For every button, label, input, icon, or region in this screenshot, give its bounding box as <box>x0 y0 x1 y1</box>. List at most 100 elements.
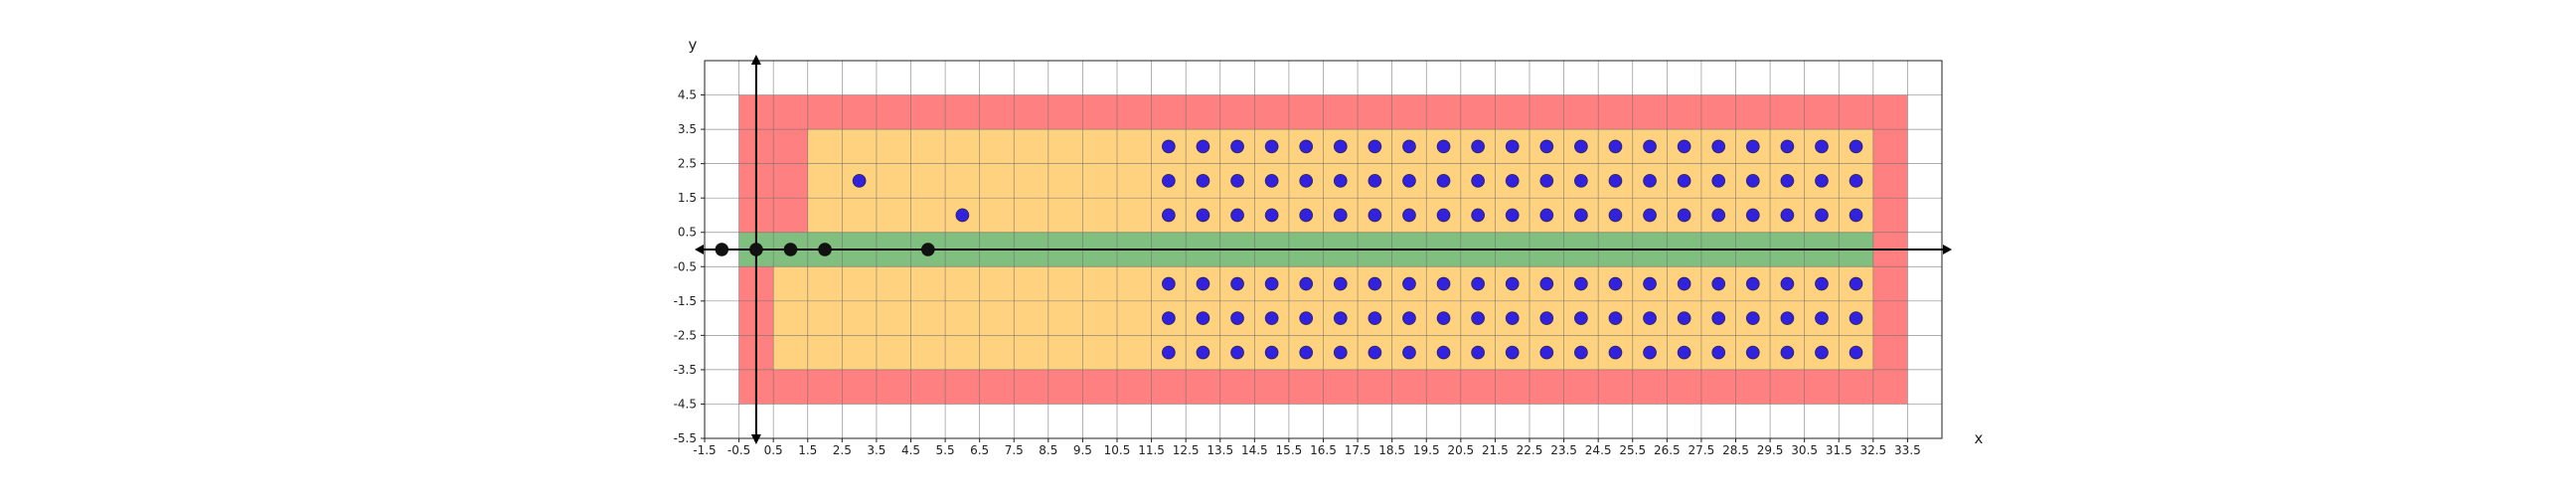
point-blue-grid <box>1745 208 1760 223</box>
point-blue-grid <box>1745 174 1760 188</box>
point-blue-grid <box>1402 311 1416 325</box>
point-blue-grid <box>1299 139 1314 154</box>
point-blue-grid <box>1368 174 1382 188</box>
point-blue-grid <box>1333 139 1348 154</box>
point-blue-grid <box>1643 208 1657 223</box>
point-blue-grid <box>1780 276 1795 291</box>
point-blue-grid <box>1608 208 1623 223</box>
point-blue-grid <box>1849 345 1863 360</box>
point-blue-grid <box>1849 174 1863 188</box>
x-tick-label: 31.5 <box>1826 443 1852 457</box>
point-blue-grid <box>1299 276 1314 291</box>
point-blue-grid <box>1471 139 1486 154</box>
point-blue-grid <box>1780 311 1795 325</box>
point-blue-grid <box>1608 276 1623 291</box>
point-blue-grid <box>1299 174 1314 188</box>
point-blue-grid <box>1368 345 1382 360</box>
y-tick-label: -3.5 <box>674 363 697 377</box>
point-blue-grid <box>1677 276 1691 291</box>
point-blue-grid <box>1745 311 1760 325</box>
y-tick-label: 4.5 <box>678 88 697 102</box>
point-black <box>920 243 935 256</box>
x-tick-label: 1.5 <box>798 443 817 457</box>
point-blue-grid <box>1333 174 1348 188</box>
point-blue-grid <box>1230 311 1244 325</box>
point-black <box>818 243 832 256</box>
point-blue-grid <box>1230 208 1244 223</box>
point-blue-grid <box>1643 345 1657 360</box>
point-blue-grid <box>1161 276 1176 291</box>
point-blue-grid <box>1368 276 1382 291</box>
y-tick-label: -0.5 <box>674 259 697 273</box>
point-blue-grid <box>1643 174 1657 188</box>
point-blue-grid <box>1299 311 1314 325</box>
x-axis-arrow-left <box>695 245 704 254</box>
point-blue-grid <box>1264 208 1279 223</box>
point-blue-grid <box>1196 174 1210 188</box>
x-tick-label: 30.5 <box>1791 443 1818 457</box>
point-blue-grid <box>1402 276 1416 291</box>
x-tick-label: 0.5 <box>764 443 783 457</box>
point-blue-grid <box>1677 311 1691 325</box>
x-tick-label: 15.5 <box>1276 443 1303 457</box>
x-tick-label: 23.5 <box>1550 443 1577 457</box>
point-blue-grid <box>1677 174 1691 188</box>
point-blue-grid <box>1264 139 1279 154</box>
point-blue-grid <box>1436 345 1451 360</box>
point-blue-grid <box>1815 208 1829 223</box>
point-blue-grid <box>1573 345 1588 360</box>
point-blue-grid <box>1849 311 1863 325</box>
x-tick-label: 7.5 <box>1005 443 1024 457</box>
point-blue-grid <box>1333 208 1348 223</box>
x-tick-label: 10.5 <box>1104 443 1131 457</box>
point-blue-grid <box>1573 311 1588 325</box>
x-tick-label: 22.5 <box>1517 443 1543 457</box>
point-blue-grid <box>1849 139 1863 154</box>
x-axis-arrow-right <box>1943 245 1952 254</box>
x-tick-label: 13.5 <box>1207 443 1233 457</box>
y-tick-label: -5.5 <box>674 431 697 445</box>
point-blue-grid <box>1643 139 1657 154</box>
point-blue-grid <box>1161 174 1176 188</box>
x-tick-label: 2.5 <box>833 443 852 457</box>
point-blue-grid <box>1230 139 1244 154</box>
point-blue-grid <box>1299 208 1314 223</box>
point-blue-grid <box>1608 345 1623 360</box>
x-tick-label: 9.5 <box>1073 443 1092 457</box>
points-layer <box>715 139 1863 360</box>
point-blue-grid <box>1849 276 1863 291</box>
point-blue-grid <box>1643 276 1657 291</box>
x-tick-label: 6.5 <box>970 443 989 457</box>
point-blue-grid <box>1264 276 1279 291</box>
point-blue-grid <box>1815 276 1829 291</box>
x-tick-label: 20.5 <box>1447 443 1474 457</box>
point-blue-grid <box>1196 276 1210 291</box>
point-blue-grid <box>1539 345 1554 360</box>
x-tick-label: 32.5 <box>1859 443 1886 457</box>
point-blue-grid <box>1471 276 1486 291</box>
point-blue-grid <box>1196 208 1210 223</box>
point-blue-grid <box>1745 345 1760 360</box>
point-blue-grid <box>1815 139 1829 154</box>
point-blue-grid <box>1711 139 1726 154</box>
x-tick-label: 29.5 <box>1757 443 1784 457</box>
point-blue-grid <box>1299 345 1314 360</box>
point-blue-grid <box>1230 174 1244 188</box>
point-blue-grid <box>1402 345 1416 360</box>
point-blue-grid <box>1161 345 1176 360</box>
point-blue-grid <box>1471 311 1486 325</box>
point-blue-grid <box>1780 139 1795 154</box>
y-axis-title: y <box>689 36 698 54</box>
point-blue-grid <box>1471 208 1486 223</box>
point-blue-grid <box>1368 208 1382 223</box>
x-tick-label: 19.5 <box>1413 443 1440 457</box>
point-blue-grid <box>1471 174 1486 188</box>
y-tick-label: 0.5 <box>678 226 697 240</box>
point-blue-grid <box>1539 174 1554 188</box>
point-blue-grid <box>1436 139 1451 154</box>
x-tick-label: 8.5 <box>1039 443 1057 457</box>
point-blue-grid <box>1436 276 1451 291</box>
x-tick-label: 4.5 <box>901 443 920 457</box>
x-tick-label: 18.5 <box>1378 443 1405 457</box>
x-tick-label: 25.5 <box>1619 443 1646 457</box>
